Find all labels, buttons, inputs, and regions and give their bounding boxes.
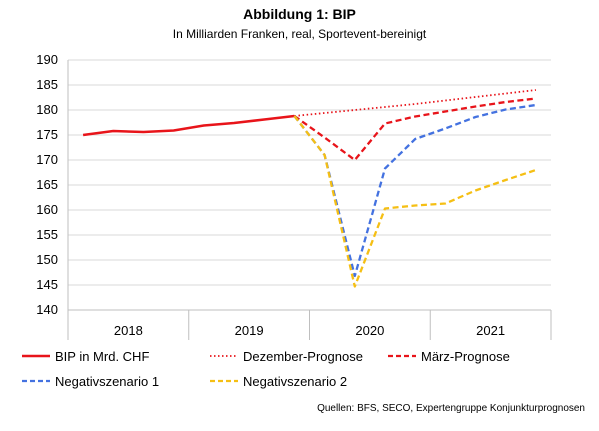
x-year-label: 2021	[476, 323, 505, 338]
legend-label-maerz: März-Prognose	[421, 348, 510, 364]
y-tick-label: 145	[36, 277, 58, 292]
y-tick-label: 140	[36, 302, 58, 317]
tick-labels: 140 145 150 155 160 165 170 175 180 185 190 2018 201…	[36, 52, 505, 338]
y-tick-label: 180	[36, 102, 58, 117]
legend-swatch-bip	[22, 354, 50, 358]
legend-item-maerz: März-Prognose	[388, 348, 510, 364]
series-line-4	[293, 115, 537, 288]
legend-item-negativ1: Negativszenario 1	[22, 373, 159, 389]
y-tick-label: 155	[36, 227, 58, 242]
x-year-label: 2018	[114, 323, 143, 338]
y-tick-label: 175	[36, 127, 58, 142]
series-lines	[82, 89, 537, 288]
chart-title: Abbildung 1: BIP	[243, 6, 356, 22]
legend-label-negativ2: Negativszenario 2	[243, 373, 348, 389]
y-tick-label: 150	[36, 252, 58, 267]
x-year-label: 2019	[235, 323, 264, 338]
legend-swatch-negativ2	[210, 379, 238, 383]
legend-label-bip: BIP in Mrd. CHF	[55, 348, 150, 364]
series-line-0	[82, 114, 295, 137]
series-line-3	[293, 103, 537, 278]
legend-item-dezember: Dezember-Prognose	[210, 348, 363, 364]
y-tick-label: 165	[36, 177, 58, 192]
chart-subtitle: In Milliarden Franken, real, Sportevent-…	[172, 27, 427, 41]
legend-swatch-negativ1	[22, 379, 50, 383]
series-line-2	[293, 97, 537, 162]
grid-lines	[68, 59, 551, 311]
chart-source: Quellen: BFS, SECO, Expertengruppe Konju…	[317, 403, 585, 414]
legend-label-dezember: Dezember-Prognose	[243, 348, 363, 364]
y-tick-label: 190	[36, 52, 58, 67]
y-tick-label: 185	[36, 77, 58, 92]
legend-item-negativ2: Negativszenario 2	[210, 373, 347, 389]
y-tick-label: 160	[36, 202, 58, 217]
legend-label-negativ1: Negativszenario 1	[55, 373, 160, 389]
legend-item-bip: BIP in Mrd. CHF	[22, 348, 149, 364]
legend-swatch-dezember	[210, 355, 238, 357]
y-tick-label: 170	[36, 152, 58, 167]
x-year-label: 2020	[355, 323, 384, 338]
axes	[67, 60, 552, 340]
series-line-1	[294, 89, 537, 117]
legend-swatch-maerz	[388, 354, 416, 358]
